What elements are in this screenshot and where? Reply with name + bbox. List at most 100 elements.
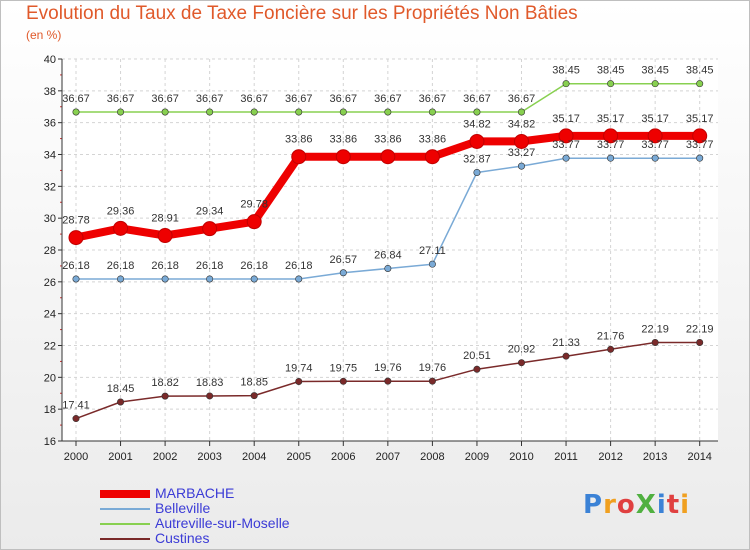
logo-letter: i xyxy=(680,490,691,520)
data-label-custines: 21.33 xyxy=(552,337,580,349)
data-point-belleville xyxy=(607,154,615,162)
data-label-marbache: 33.86 xyxy=(330,134,358,146)
legend-label: MARBACHE xyxy=(155,485,235,501)
y-axis-unit: (en %) xyxy=(26,28,62,42)
data-point-belleville xyxy=(428,260,436,268)
data-point-belleville xyxy=(206,275,214,283)
data-label-custines: 20.51 xyxy=(463,350,491,362)
data-label-custines: 17.41 xyxy=(62,400,90,412)
x-tick-label: 2011 xyxy=(554,451,578,463)
y-tick-label: 22 xyxy=(44,341,56,353)
data-point-marbache xyxy=(113,220,129,236)
data-label-marbache: 33.86 xyxy=(285,134,313,146)
data-label-autreville-sur-moselle: 36.67 xyxy=(508,93,536,105)
x-tick-label: 2010 xyxy=(509,451,533,463)
data-label-autreville-sur-moselle: 36.67 xyxy=(285,93,313,105)
y-tick-label: 20 xyxy=(44,372,56,384)
data-point-custines xyxy=(562,352,570,360)
data-label-custines: 18.85 xyxy=(240,377,268,389)
data-point-marbache xyxy=(202,221,218,237)
data-point-custines xyxy=(384,377,392,385)
data-label-autreville-sur-moselle: 38.45 xyxy=(552,65,580,77)
data-point-marbache xyxy=(157,228,173,244)
y-tick-label: 16 xyxy=(44,436,56,448)
data-point-marbache xyxy=(380,149,396,165)
legend-swatch xyxy=(100,508,150,510)
data-label-belleville: 26.84 xyxy=(374,249,402,261)
data-point-belleville xyxy=(517,162,525,170)
data-label-belleville: 27.11 xyxy=(419,245,446,257)
data-label-marbache: 28.91 xyxy=(151,213,179,225)
x-tick-label: 2001 xyxy=(108,451,132,463)
y-tick-label: 40 xyxy=(44,54,56,66)
logo-letter: r xyxy=(603,490,617,520)
data-label-autreville-sur-moselle: 36.67 xyxy=(196,93,224,105)
x-tick-label: 2013 xyxy=(643,451,667,463)
data-point-marbache xyxy=(424,149,440,165)
data-label-marbache: 34.82 xyxy=(463,118,491,130)
data-label-marbache: 29.34 xyxy=(196,206,224,218)
data-point-custines xyxy=(339,377,347,385)
data-point-belleville xyxy=(696,154,704,162)
data-point-belleville xyxy=(250,275,258,283)
logo-letter: o xyxy=(616,490,636,520)
data-point-autreville-sur-moselle xyxy=(161,108,169,116)
data-point-autreville-sur-moselle xyxy=(651,80,659,88)
data-point-belleville xyxy=(384,264,392,272)
data-label-autreville-sur-moselle: 38.45 xyxy=(597,65,625,77)
data-label-belleville: 33.77 xyxy=(686,139,714,151)
data-point-marbache xyxy=(246,214,262,230)
data-label-belleville: 33.77 xyxy=(641,139,669,151)
data-label-belleville: 26.57 xyxy=(330,254,358,266)
data-label-custines: 19.75 xyxy=(330,362,358,374)
data-label-belleville: 26.18 xyxy=(196,260,224,272)
data-label-custines: 19.76 xyxy=(374,362,402,374)
data-point-custines xyxy=(473,365,481,373)
data-point-custines xyxy=(117,398,125,406)
data-label-autreville-sur-moselle: 38.45 xyxy=(686,65,714,77)
data-point-custines xyxy=(295,377,303,385)
data-point-custines xyxy=(206,392,214,400)
data-label-marbache: 33.86 xyxy=(419,134,447,146)
logo-letter: t xyxy=(666,490,681,520)
x-tick-label: 2003 xyxy=(197,451,221,463)
data-label-autreville-sur-moselle: 36.67 xyxy=(151,93,179,105)
x-tick-label: 2014 xyxy=(687,451,711,463)
y-tick-label: 34 xyxy=(44,150,56,162)
legend-label: Custines xyxy=(155,530,210,546)
y-tick-label: 32 xyxy=(44,181,56,193)
data-label-autreville-sur-moselle: 36.67 xyxy=(463,93,491,105)
data-label-autreville-sur-moselle: 36.67 xyxy=(374,93,402,105)
data-point-belleville xyxy=(562,154,570,162)
data-label-autreville-sur-moselle: 36.67 xyxy=(240,93,268,105)
data-point-custines xyxy=(696,338,704,346)
data-label-belleville: 26.18 xyxy=(62,260,90,272)
x-tick-label: 2004 xyxy=(242,451,266,463)
x-tick-label: 2007 xyxy=(376,451,400,463)
x-tick-label: 2012 xyxy=(598,451,622,463)
data-label-autreville-sur-moselle: 36.67 xyxy=(330,93,358,105)
x-tick-label: 2009 xyxy=(465,451,489,463)
legend-swatch xyxy=(100,490,150,498)
logo-letter: i xyxy=(656,490,667,520)
data-label-belleville: 33.77 xyxy=(597,139,625,151)
data-point-autreville-sur-moselle xyxy=(250,108,258,116)
data-point-autreville-sur-moselle xyxy=(72,108,80,116)
proxiti-logo: ProXiti xyxy=(583,490,690,520)
data-label-marbache: 28.78 xyxy=(62,215,90,227)
y-tick-label: 24 xyxy=(44,309,56,321)
data-label-marbache: 35.17 xyxy=(597,113,625,125)
legend-swatch xyxy=(100,523,150,525)
data-label-custines: 19.76 xyxy=(419,362,447,374)
y-tick-label: 18 xyxy=(44,404,56,416)
data-label-custines: 22.19 xyxy=(641,323,669,335)
data-point-custines xyxy=(651,338,659,346)
data-point-marbache xyxy=(514,133,529,149)
data-point-autreville-sur-moselle xyxy=(517,108,525,116)
data-point-marbache xyxy=(335,149,351,165)
data-point-autreville-sur-moselle xyxy=(562,80,570,88)
chart-title: Evolution du Taux de Taxe Foncière sur l… xyxy=(26,3,578,24)
logo-letter: P xyxy=(583,490,604,520)
data-point-custines xyxy=(607,345,615,353)
